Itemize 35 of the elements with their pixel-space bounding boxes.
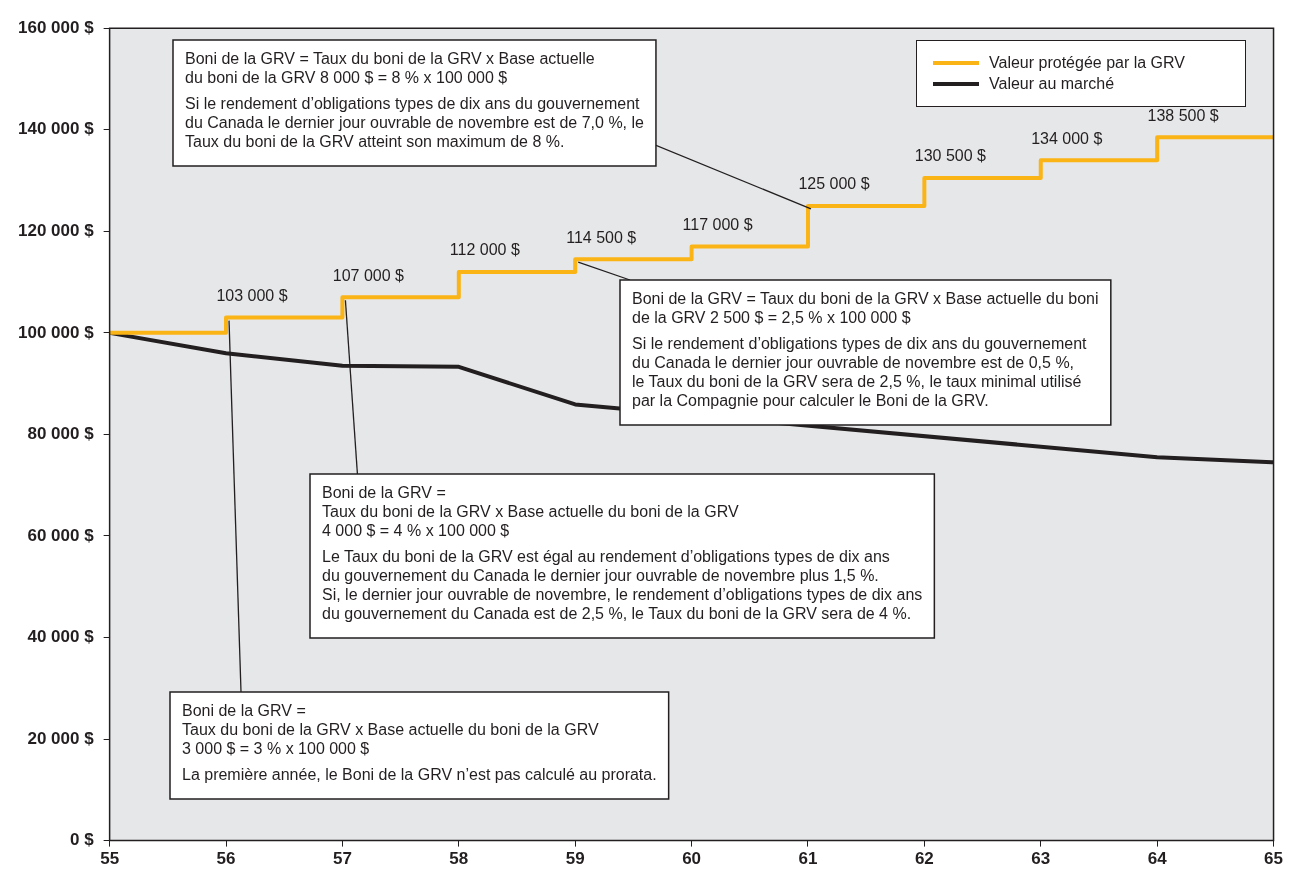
x-tick-label: 58 [449, 849, 469, 869]
x-tick-label: 60 [682, 849, 702, 869]
data-label: 114 500 $ [566, 228, 637, 246]
x-tick-label: 59 [565, 849, 585, 869]
x-tick-label: 61 [798, 849, 818, 869]
legend-label: Valeur au marché [989, 75, 1115, 93]
x-tick-label: 55 [100, 849, 120, 869]
y-tick-label: 0 $ [69, 830, 95, 850]
x-tick-label: 65 [1264, 849, 1284, 869]
y-tick-label: 100 000 $ [17, 322, 95, 342]
x-tick-label: 62 [914, 849, 934, 869]
x-tick-label: 64 [1147, 849, 1168, 869]
x-tick-label: 63 [1031, 849, 1051, 869]
x-tick-label: 56 [216, 849, 236, 869]
annotation: Boni de la GRV = Taux du boni de la GRV x Base actuelle du boni de la GRV 3 000 $ = 3 % x 100 000 $ La première année, le Boni de la GRV n’est pas calculé au prorata. [182, 702, 657, 784]
y-tick-label: 140 000 $ [17, 119, 95, 139]
annotation: Boni de la GRV = Taux du boni de la GRV x Base actuelle du boni de la GRV 8 000 $ = 8 % x 100 000 $ Si le rendement d’obligations types de dix ans du gouvernement du Canada le dernier jour ouvrable de novembre est de 7,0 %, le Taux du boni de la GRV atteint son maximum de 8 %. [185, 50, 645, 151]
data-label: 117 000 $ [682, 215, 753, 233]
annotation: Boni de la GRV = Taux du boni de la GRV x Base actuelle du boni de la GRV 4 000 $ = 4 % x 100 000 $ Le Taux du boni de la GRV est égal au rendement d’obligations types de dix ans du gouvernement du Canada le dernier jour ouvrable de novembre plus 1,5 %. Si, le dernier jour ouvrable de novembre, le rendement d’obligations types de dix ans du gouvernement du Canada est de 2,5 %, le Taux du boni de la GRV sera de 4 %. [322, 484, 923, 623]
y-tick-label: 80 000 $ [27, 424, 95, 444]
data-label: 107 000 $ [332, 266, 405, 284]
y-tick-label: 120 000 $ [17, 220, 95, 240]
data-label: 134 000 $ [1031, 129, 1103, 147]
y-tick-label: 40 000 $ [27, 627, 95, 647]
data-label: 138 500 $ [1147, 106, 1219, 124]
data-label: 103 000 $ [216, 287, 288, 305]
data-label: 112 000 $ [449, 241, 520, 259]
y-tick-label: 160 000 $ [17, 17, 95, 37]
legend-label: Valeur protégée par la GRV [989, 54, 1185, 72]
y-tick-label: 20 000 $ [27, 728, 95, 748]
y-tick-label: 60 000 $ [27, 525, 95, 545]
data-label: 130 500 $ [914, 147, 987, 165]
annotation: Boni de la GRV = Taux du boni de la GRV x Base actuelle du boni de la GRV 2 500 $ = 2,5 % x 100 000 $ Si le rendement d’obligations types de dix ans du gouvernement du Canada le dernier jour ouvrable de novembre est de 0,5 %, le Taux du boni de la GRV sera de 2,5 %, le taux minimal utilisé par la Compagnie pour calculer le Boni de la GRV. [632, 290, 1099, 410]
data-label: 125 000 $ [798, 175, 870, 193]
x-tick-label: 57 [332, 849, 352, 869]
